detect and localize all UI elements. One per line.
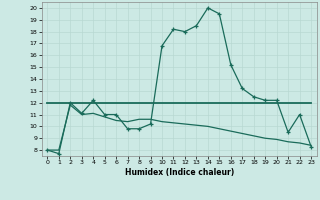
X-axis label: Humidex (Indice chaleur): Humidex (Indice chaleur) <box>124 168 234 177</box>
